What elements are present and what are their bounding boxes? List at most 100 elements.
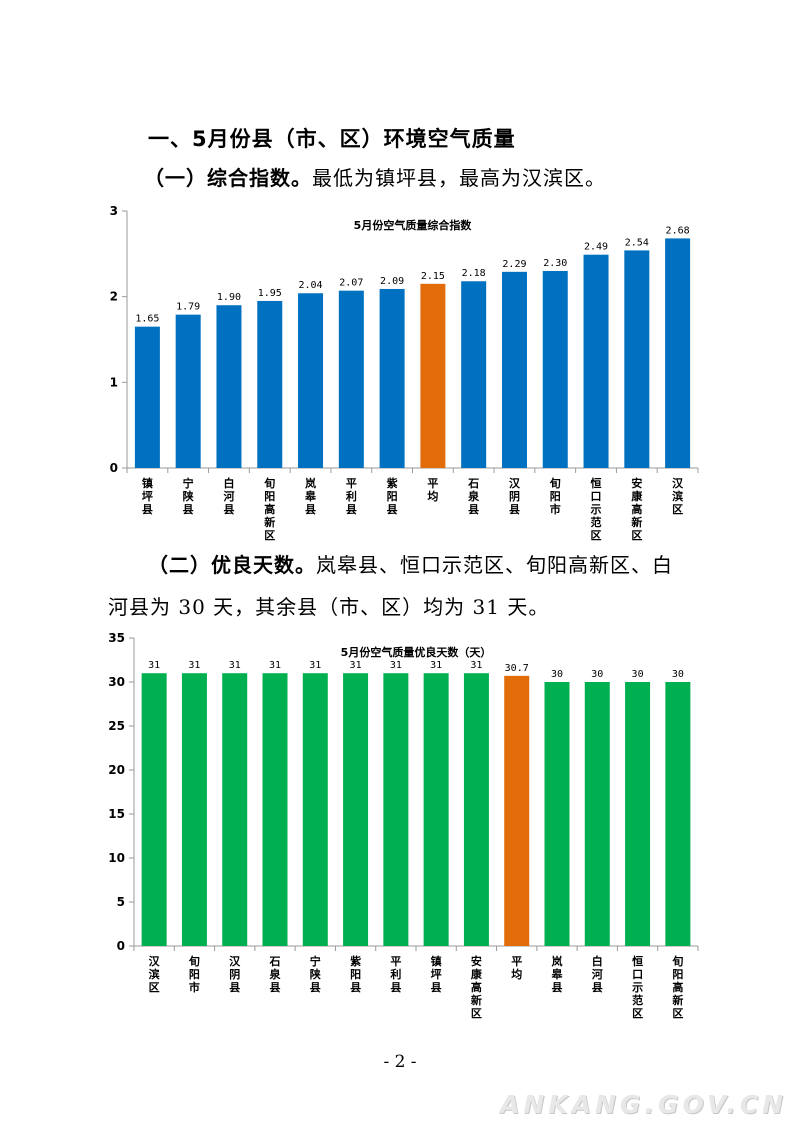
- bar: [584, 682, 610, 946]
- category-label: 紫阳县: [350, 954, 361, 994]
- paragraph-composite-index: （一）综合指数。最低为镇坪县，最高为汉滨区。: [144, 168, 606, 188]
- bar: [175, 314, 201, 468]
- data-label: 31: [430, 660, 442, 671]
- y-tick-label: 0: [117, 939, 125, 953]
- data-label: 2.18: [462, 268, 486, 279]
- y-tick-label: 30: [108, 675, 125, 689]
- data-label: 1.79: [176, 302, 200, 313]
- data-label: 31: [470, 660, 482, 671]
- paragraph-label: （二）优良天数。: [148, 553, 316, 577]
- bar: [461, 281, 487, 468]
- data-label: 1.90: [217, 292, 241, 303]
- category-label: 平均: [427, 477, 438, 503]
- category-label: 旬阳高新区: [671, 954, 683, 1020]
- category-label: 旬阳高新区: [263, 476, 275, 542]
- bar: [463, 673, 489, 946]
- y-tick-label: 1: [110, 375, 118, 389]
- category-label: 白河县: [223, 476, 234, 516]
- data-label: 31: [188, 660, 200, 671]
- bar: [665, 682, 691, 946]
- bar: [625, 682, 651, 946]
- bar: [262, 673, 288, 946]
- paragraph-text: 岚皋县、恒口示范区、旬阳高新区、白: [316, 553, 673, 577]
- bar: [134, 326, 160, 468]
- category-label: 岚皋县: [552, 954, 564, 994]
- page-number: - 2 -: [383, 1052, 417, 1072]
- bar: [302, 673, 328, 946]
- category-label: 汉阴县: [509, 476, 521, 516]
- paragraph-good-days: （二）优良天数。岚皋县、恒口示范区、旬阳高新区、白: [148, 555, 673, 575]
- category-label: 恒口示范区: [631, 954, 643, 1020]
- bar: [504, 675, 530, 946]
- bar: [542, 270, 568, 468]
- chart-title: 5月份空气质量优良天数（天）: [341, 645, 492, 659]
- category-label: 旬阳市: [188, 954, 200, 994]
- category-label: 汉滨区: [672, 476, 684, 516]
- data-label: 1.95: [258, 288, 282, 299]
- data-label: 2.54: [625, 237, 649, 248]
- data-label: 2.15: [421, 271, 445, 282]
- data-label: 30: [672, 669, 684, 680]
- category-label: 镇坪县: [142, 476, 153, 516]
- data-label: 1.65: [135, 314, 159, 325]
- good-days-chart: 5月份空气质量优良天数（天） 0 5 10 15 20 25 30 35 31 汉滨区 31 旬阳市 31…: [108, 631, 699, 1020]
- y-tick-label: 25: [108, 719, 125, 733]
- category-label: 石泉县: [467, 477, 480, 516]
- data-label: 31: [390, 660, 402, 671]
- paragraph-label: （一）综合指数。: [144, 166, 312, 190]
- category-label: 宁陕县: [183, 476, 194, 516]
- bar: [423, 673, 449, 946]
- bar: [501, 271, 527, 468]
- data-label: 2.68: [666, 225, 690, 236]
- category-label: 白河县: [592, 954, 603, 994]
- data-label: 31: [350, 660, 362, 671]
- bar: [257, 300, 283, 468]
- data-label: 30: [551, 669, 563, 680]
- data-label: 31: [309, 660, 321, 671]
- section-heading: 一、5月份县（市、区）环境空气质量: [148, 127, 516, 151]
- bar: [298, 293, 324, 468]
- data-label: 31: [269, 660, 281, 671]
- category-label: 汉滨区: [149, 954, 161, 994]
- y-tick-label: 35: [108, 631, 125, 645]
- bar: [338, 290, 364, 468]
- paragraph-good-days-continued: 河县为 30 天，其余县（市、区）均为 31 天。: [108, 595, 550, 619]
- bar: [383, 673, 409, 946]
- data-label: 2.04: [298, 280, 322, 291]
- data-label: 31: [229, 660, 241, 671]
- y-tick-label: 0: [110, 461, 118, 475]
- category-label: 岚皋县: [305, 476, 317, 516]
- data-label: 2.29: [502, 259, 526, 270]
- category-label: 平利县: [390, 955, 401, 994]
- paragraph-text: 最低为镇坪县，最高为汉滨区。: [312, 166, 606, 190]
- y-tick-label: 10: [108, 851, 125, 865]
- category-label: 紫阳县: [387, 476, 398, 516]
- data-label: 2.49: [584, 242, 608, 253]
- bar: [181, 673, 207, 946]
- y-tick-label: 2: [110, 290, 118, 304]
- bar: [624, 250, 650, 468]
- data-label: 30: [632, 669, 644, 680]
- category-label: 安康高新区: [631, 476, 643, 542]
- category-label: 宁陕县: [310, 954, 321, 994]
- y-tick-label: 3: [110, 204, 118, 218]
- data-label: 30: [591, 669, 603, 680]
- bar: [379, 288, 405, 468]
- bar: [420, 283, 446, 468]
- bar: [343, 673, 369, 946]
- chart-title: 5月份空气质量综合指数: [354, 218, 473, 232]
- category-label: 镇坪县: [431, 954, 442, 994]
- site-watermark: ANKANG.GOV.CN: [500, 1090, 788, 1119]
- data-label: 2.30: [543, 258, 567, 269]
- data-label: 2.07: [339, 278, 363, 289]
- bar: [141, 673, 167, 946]
- composite-index-chart: 5月份空气质量综合指数 0 1 2 3 1.65 镇坪县 1.79 宁陕县 1.90 白河县 1.95…: [110, 204, 699, 542]
- category-label: 安康高新区: [471, 954, 483, 1020]
- data-label: 31: [148, 660, 160, 671]
- bar: [583, 254, 609, 468]
- bar: [222, 673, 248, 946]
- y-tick-label: 5: [117, 895, 125, 909]
- category-label: 平均: [511, 955, 522, 981]
- category-label: 旬阳市: [549, 476, 561, 516]
- category-label: 石泉县: [269, 955, 282, 994]
